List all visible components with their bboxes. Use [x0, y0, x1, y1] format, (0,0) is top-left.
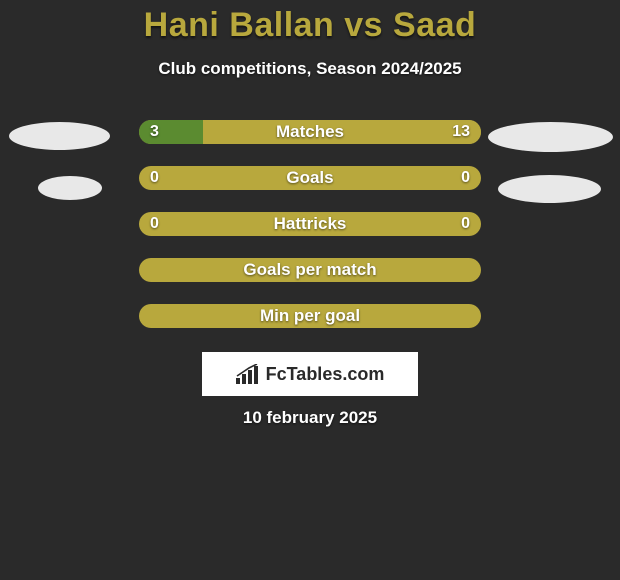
decorative-ellipse — [498, 175, 601, 203]
stat-row: Min per goal — [0, 304, 620, 328]
brand-box: FcTables.com — [202, 352, 418, 396]
decorative-ellipse — [9, 122, 110, 150]
bar-segment-left — [139, 120, 203, 144]
comparison-infographic: Hani Ballan vs Saad Club competitions, S… — [0, 0, 620, 580]
subtitle: Club competitions, Season 2024/2025 — [0, 59, 620, 79]
stat-row: Goals per match — [0, 258, 620, 282]
bar-track — [139, 212, 481, 236]
brand-text: FcTables.com — [266, 364, 385, 385]
decorative-ellipse — [488, 122, 613, 152]
page-title: Hani Ballan vs Saad — [0, 0, 620, 45]
date-line: 10 february 2025 — [0, 408, 620, 428]
bar-track — [139, 166, 481, 190]
stat-row: Hattricks00 — [0, 212, 620, 236]
bar-track — [139, 258, 481, 282]
chart-icon — [236, 364, 262, 384]
bar-track — [139, 304, 481, 328]
bar-segment-right — [203, 120, 481, 144]
bar-track — [139, 120, 481, 144]
decorative-ellipse — [38, 176, 102, 200]
chart-area: Matches313Goals00Hattricks00Goals per ma… — [0, 120, 620, 350]
